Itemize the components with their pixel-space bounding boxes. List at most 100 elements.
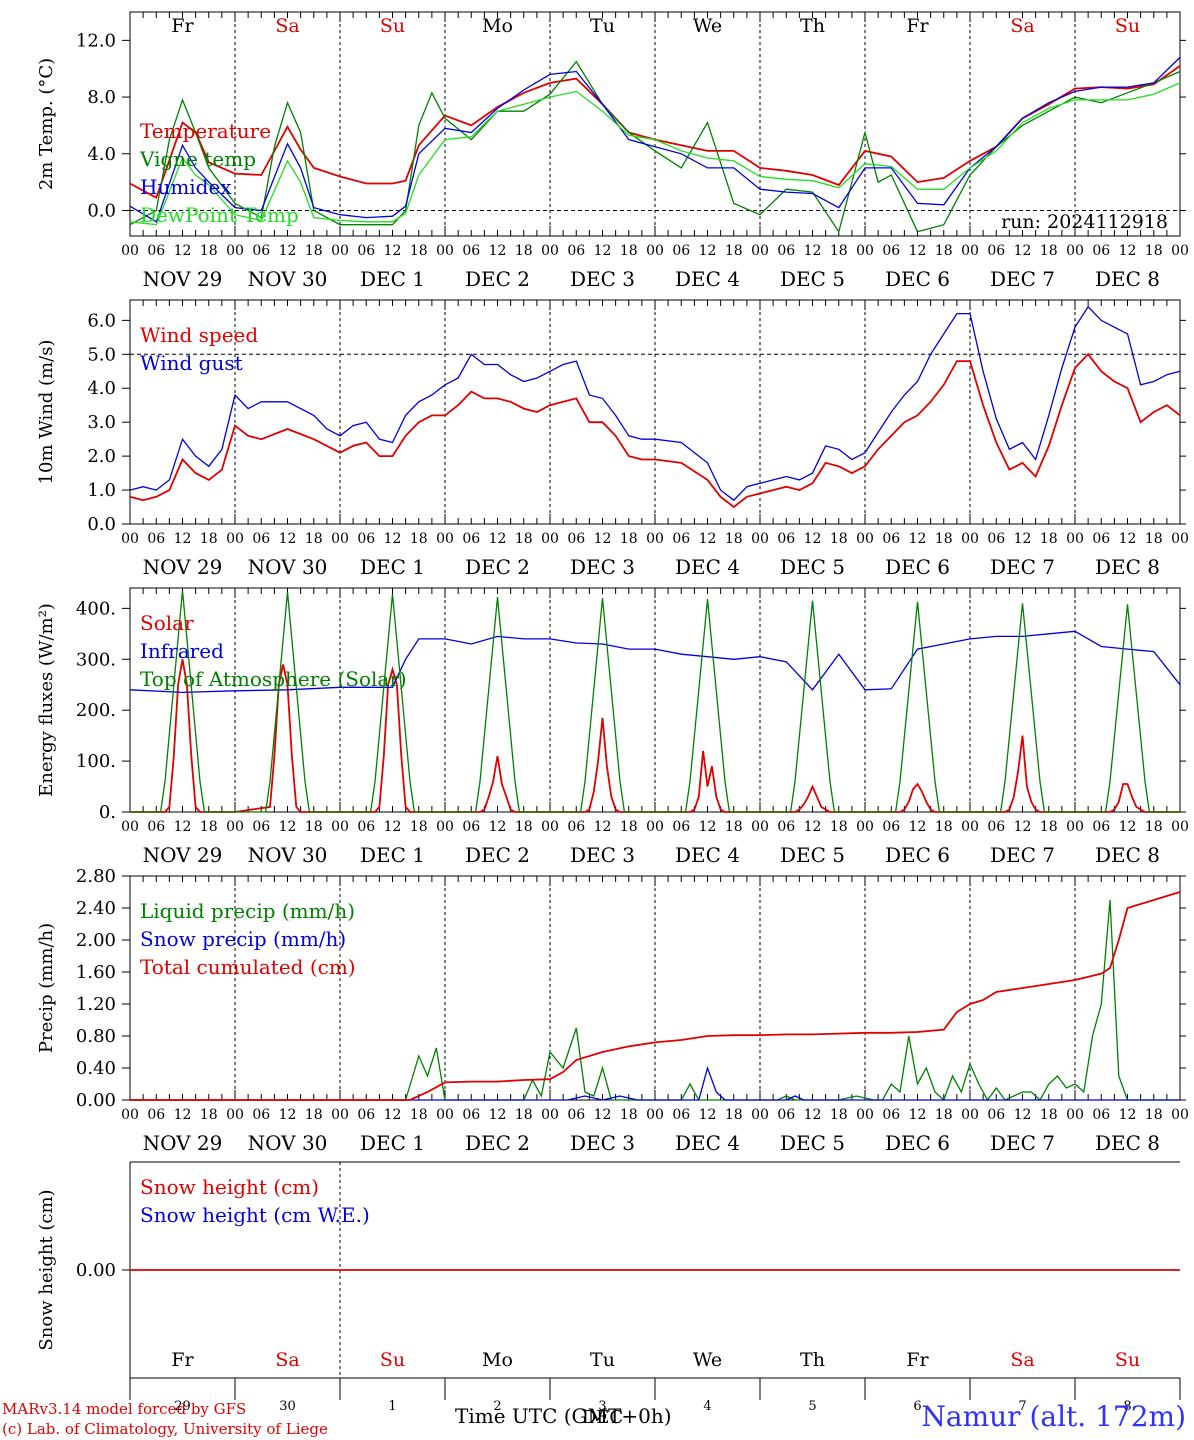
legend-entry: Snow precip (mm/h) — [140, 927, 346, 951]
hour-tick-label: 12 — [909, 819, 927, 835]
hour-tick-label: 18 — [410, 819, 428, 835]
day-number-label: 5 — [808, 1399, 816, 1414]
month-label: DEC — [582, 1407, 623, 1428]
date-label: DEC 5 — [780, 555, 845, 579]
hour-tick-label: 12 — [489, 531, 507, 547]
weekday-label: Sa — [1010, 1349, 1034, 1371]
hour-tick-label: 00 — [226, 243, 244, 259]
date-label: DEC 8 — [1095, 1131, 1160, 1155]
hour-tick-label: 12 — [279, 531, 297, 547]
day-number-label: 30 — [279, 1399, 296, 1414]
hour-tick-label: 18 — [410, 1107, 428, 1123]
run-label: run: 2024112918 — [1001, 211, 1168, 233]
series-line-top-of-atmosphere-solar- — [130, 590, 1180, 813]
date-label: DEC 8 — [1095, 267, 1160, 291]
date-label: DEC 4 — [675, 843, 740, 867]
date-label: DEC 5 — [780, 1131, 845, 1155]
legend-entry: Total cumulated (cm) — [140, 955, 356, 979]
hour-tick-label: 00 — [961, 243, 979, 259]
weekday-label: We — [693, 15, 722, 37]
hour-tick-label: 06 — [252, 531, 270, 547]
weekday-label: Su — [380, 15, 405, 37]
hour-tick-label: 06 — [357, 531, 375, 547]
date-label: DEC 4 — [675, 555, 740, 579]
y-tick-label: 5.0 — [87, 344, 116, 365]
time-axis-title: Time UTC (GMT+0h) — [455, 1404, 672, 1428]
date-label: DEC 1 — [360, 267, 425, 291]
panel-2 — [122, 299, 1186, 525]
y-tick-label: 0.00 — [76, 1260, 116, 1281]
date-label: NOV 30 — [248, 267, 328, 291]
plot-frame — [129, 299, 1181, 525]
hour-tick-label: 12 — [279, 819, 297, 835]
hour-tick-label: 18 — [1040, 243, 1058, 259]
hour-tick-label: 12 — [489, 243, 507, 259]
weekday-label: Th — [800, 15, 825, 37]
hour-tick-label: 00 — [331, 819, 349, 835]
legend-entry: Top of Atmosphere (Solar) — [140, 667, 407, 691]
date-label: DEC 7 — [990, 843, 1055, 867]
panel-5 — [122, 1161, 1181, 1400]
hour-tick-label: 18 — [515, 243, 533, 259]
hour-tick-label: 18 — [515, 531, 533, 547]
hour-tick-label: 06 — [357, 1107, 375, 1123]
hour-tick-label: 00 — [121, 1107, 139, 1123]
y-tick-label: 2.0 — [87, 446, 116, 467]
hour-tick-label: 18 — [830, 531, 848, 547]
hour-tick-label: 06 — [777, 1107, 795, 1123]
hour-tick-label: 00 — [1066, 243, 1084, 259]
date-label: NOV 30 — [248, 1131, 328, 1155]
hour-tick-label: 18 — [1040, 531, 1058, 547]
weekday-label: Fr — [906, 1349, 929, 1371]
hour-tick-label: 18 — [305, 1107, 323, 1123]
date-label: NOV 29 — [143, 1131, 223, 1155]
hour-tick-label: 12 — [489, 1107, 507, 1123]
hour-tick-label: 00 — [856, 531, 874, 547]
date-label: NOV 29 — [143, 267, 223, 291]
series-line-snow-precip-mm-h- — [130, 1065, 1180, 1101]
hour-tick-label: 06 — [462, 1107, 480, 1123]
date-label: DEC 3 — [570, 267, 635, 291]
copyright-credit: (c) Lab. of Climatology, University of L… — [2, 1420, 328, 1438]
hour-tick-label: 18 — [305, 531, 323, 547]
hour-tick-label: 00 — [436, 819, 454, 835]
hour-tick-label: 06 — [252, 1107, 270, 1123]
hour-tick-label: 18 — [725, 819, 743, 835]
date-label: DEC 5 — [780, 843, 845, 867]
series-line-dewpoint-temp — [129, 82, 1181, 226]
hour-tick-label: 06 — [882, 1107, 900, 1123]
hour-tick-label: 18 — [620, 531, 638, 547]
hour-tick-label: 06 — [1092, 531, 1110, 547]
legend-entry: Humidex — [140, 175, 232, 199]
hour-tick-label: 06 — [1092, 819, 1110, 835]
y-tick-label: 300. — [76, 649, 116, 670]
hour-tick-label: 00 — [541, 1107, 559, 1123]
hour-tick-label: 18 — [935, 1107, 953, 1123]
hour-tick-label: 12 — [804, 1107, 822, 1123]
date-label: DEC 3 — [570, 843, 635, 867]
hour-tick-label: 12 — [804, 531, 822, 547]
date-label: DEC 4 — [675, 267, 740, 291]
hour-tick-label: 18 — [1040, 819, 1058, 835]
hour-tick-label: 00 — [961, 1107, 979, 1123]
weekday-label: Sa — [275, 1349, 299, 1371]
hour-tick-label: 12 — [489, 819, 507, 835]
hour-tick-label: 00 — [856, 243, 874, 259]
weekday-label: Su — [380, 1349, 405, 1371]
hour-tick-label: 00 — [226, 819, 244, 835]
hour-tick-label: 00 — [751, 1107, 769, 1123]
y-tick-label: 1.0 — [87, 480, 116, 501]
hour-tick-label: 18 — [1145, 531, 1163, 547]
date-label: DEC 3 — [570, 1131, 635, 1155]
hour-tick-label: 00 — [1171, 819, 1189, 835]
hour-tick-label: 12 — [1014, 243, 1032, 259]
hour-tick-label: 06 — [252, 243, 270, 259]
date-label: DEC 7 — [990, 1131, 1055, 1155]
weekday-label: Fr — [906, 15, 929, 37]
date-label: DEC 3 — [570, 555, 635, 579]
hour-tick-label: 06 — [462, 243, 480, 259]
hour-tick-label: 00 — [646, 1107, 664, 1123]
y-tick-label: 12.0 — [76, 30, 116, 51]
hour-tick-label: 12 — [384, 243, 402, 259]
hour-tick-label: 06 — [147, 243, 165, 259]
